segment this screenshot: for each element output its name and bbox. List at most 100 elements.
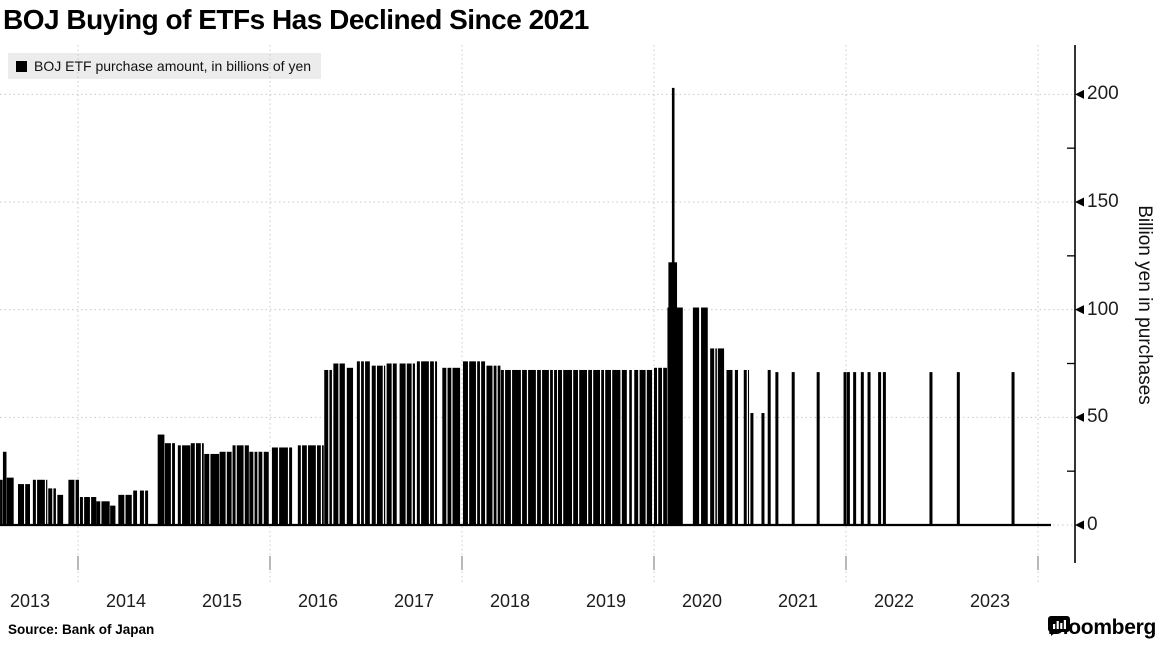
bar-gap: [419, 360, 422, 525]
bar-gap: [35, 479, 38, 525]
bar-gap: [74, 479, 76, 525]
y-major-tick: [1075, 412, 1084, 422]
bar-gap: [572, 369, 574, 525]
bar-gap: [257, 451, 259, 525]
bar-gap: [382, 365, 384, 525]
single-bar: [882, 372, 886, 525]
y-major-tick: [1075, 197, 1084, 207]
bar-gap: [338, 363, 340, 525]
x-tick-label: 2018: [489, 591, 531, 611]
single-bar: [816, 372, 820, 525]
chart-title: BOJ Buying of ETFs Has Declined Since 20…: [3, 4, 589, 35]
bar-gap: [540, 369, 543, 525]
single-bar: [761, 413, 765, 525]
bar-segment: [726, 369, 738, 525]
bar-gap: [467, 360, 470, 525]
bar-gap: [631, 369, 635, 525]
bar-segment: [462, 361, 486, 525]
bar-gap: [363, 360, 366, 525]
bar-segment: [654, 367, 667, 525]
bar-segment: [717, 348, 725, 525]
bar-gap: [200, 442, 202, 525]
bar-gap: [611, 369, 613, 525]
bar-gap: [405, 363, 407, 525]
single-bar: [956, 372, 960, 525]
single-bar: [1011, 372, 1015, 525]
bar-segment: [96, 501, 110, 525]
bar-gap: [306, 444, 309, 525]
bar-gap: [124, 494, 126, 525]
bar-gap: [194, 442, 196, 525]
bar-gap: [411, 363, 413, 525]
bar-gap: [626, 369, 630, 525]
bar-segment: [79, 497, 97, 525]
bar-segment: [157, 434, 165, 525]
x-tick-label: 2016: [297, 591, 339, 611]
bar-segment: [324, 369, 332, 525]
single-bar: [791, 372, 795, 525]
bar-segment: [416, 361, 438, 525]
y-major-tick: [1075, 89, 1084, 99]
bar-gap: [328, 369, 330, 525]
bar-segment: [133, 490, 138, 525]
y-tick-label: 200: [1087, 83, 1119, 105]
y-major-tick: [1075, 520, 1084, 530]
bar-gap: [510, 369, 513, 525]
bar-gap: [359, 360, 362, 525]
x-tick-label: 2022: [873, 591, 915, 611]
bar-segment: [164, 443, 175, 525]
bloomberg-chart-bubble-icon: [1047, 616, 1070, 636]
bar-segment: [190, 443, 204, 525]
bar-segment: [68, 479, 79, 525]
x-tick-label: 2014: [105, 591, 147, 611]
bar-gap: [24, 483, 26, 525]
bar-segment: [2, 451, 7, 525]
bar-gap: [300, 444, 303, 525]
bar-segment: [177, 445, 191, 525]
x-tick-label: 2017: [393, 591, 435, 611]
bar-gap: [268, 451, 272, 525]
bar-gap: [562, 369, 564, 525]
bar-segment: [399, 363, 415, 525]
bar-segment: [356, 361, 370, 525]
bar-segment: [692, 307, 700, 525]
bar-segment: [621, 369, 639, 525]
brand-footer: Bloomberg: [1047, 616, 1156, 640]
bar-gap: [714, 347, 716, 525]
bar-gap: [578, 369, 580, 525]
single-bar: [867, 372, 871, 525]
y-axis-title: Billion yen in purchases: [1134, 205, 1155, 405]
bar-segment: [57, 494, 64, 525]
y-tick-label: 150: [1087, 191, 1119, 212]
legend-label: BOJ ETF purchase amount, in billions of …: [34, 58, 312, 74]
bar-gap: [600, 369, 602, 525]
bar-gap: [645, 369, 647, 525]
bar-gap: [446, 367, 448, 525]
bar-gap: [235, 444, 237, 525]
single-bar: [775, 372, 779, 525]
bar-segment: [0, 479, 3, 525]
bar-segment: [232, 445, 249, 525]
bar-gap: [535, 369, 538, 525]
bar-segment: [297, 445, 324, 525]
y-tick-label: 0: [1087, 514, 1098, 535]
legend: BOJ ETF purchase amount, in billions of …: [8, 53, 322, 79]
bar-gap: [526, 369, 529, 525]
bar-gap: [287, 446, 290, 525]
x-tick-label: 2015: [201, 591, 243, 611]
bar-gap: [375, 365, 377, 525]
bar-gap: [428, 360, 431, 525]
x-tick-label: 2020: [681, 591, 723, 611]
bar-gap: [243, 444, 245, 525]
bar-gap: [520, 369, 523, 525]
bar-gap: [277, 446, 280, 525]
bar-gap: [433, 360, 436, 525]
bar-gap: [492, 365, 494, 525]
bar-segment: [6, 477, 14, 525]
source-label: Source: Bank of Japan: [8, 622, 155, 637]
bar-gap: [391, 363, 393, 525]
bar-gap: [451, 367, 453, 525]
x-tick-label: 2023: [969, 591, 1011, 611]
y-major-tick: [1075, 305, 1084, 315]
